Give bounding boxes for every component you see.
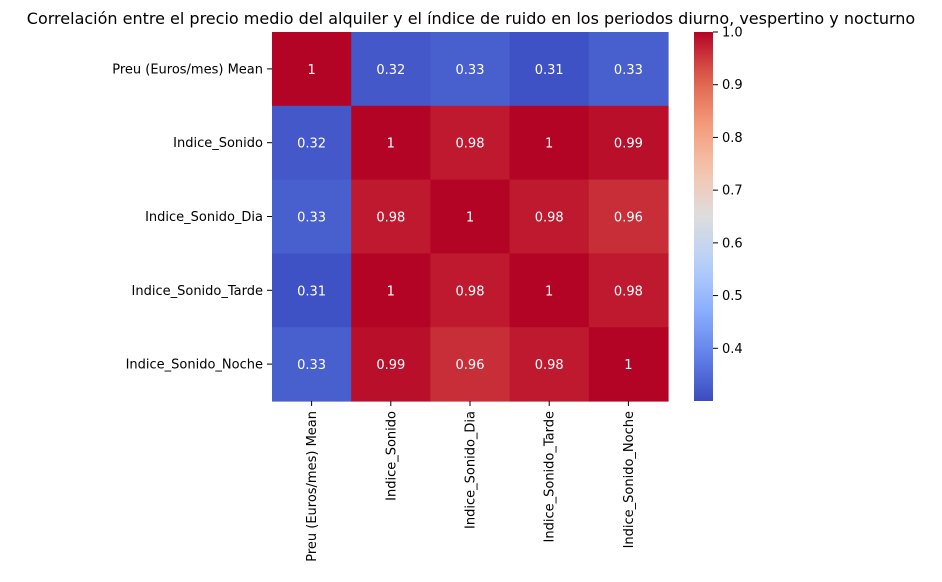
cell-value-label: 0.31 [535, 63, 564, 78]
heatmap-cell [509, 327, 590, 402]
colorbar-tick-label: 0.6 [722, 236, 743, 251]
column-tick-label: Indice_Sonido [384, 411, 399, 501]
heatmap-cell [509, 179, 590, 254]
colorbar-tick-label: 0.9 [722, 78, 743, 93]
row-tick-label: Indice_Sonido_Dia [145, 210, 263, 225]
heatmap-cell [272, 32, 352, 107]
heatmap-cell [588, 179, 669, 254]
colorbar-tick-label: 0.5 [722, 289, 743, 304]
colorbar-tick-label: 0.4 [722, 342, 743, 357]
heatmap-cell-labels: 1 0.32 0.33 0.31 0.33 0.32 1 0.98 1 0.99 0.33 0.98 1… [297, 63, 643, 373]
chart-title: Correlación entre el precio medio del al… [27, 9, 915, 28]
heatmap-cell [430, 32, 511, 107]
cell-value-label: 0.32 [376, 63, 405, 78]
colorbar: 0.4 0.5 0.6 0.7 0.8 0.9 1.0 [694, 26, 743, 401]
column-tick-labels: Preu (Euros/mes) Mean Indice_Sonido Indice… [305, 401, 637, 562]
heatmap-cell [272, 253, 352, 328]
heatmap-cell [588, 105, 669, 181]
cell-value-label: 0.99 [614, 137, 643, 152]
column-tick-label: Indice_Sonido_Tarde [543, 411, 558, 542]
heatmap-cells [272, 32, 669, 402]
heatmap-cell [351, 179, 431, 254]
heatmap-cell [272, 327, 352, 402]
column-tick-label: Indice_Sonido_Dia [464, 411, 479, 529]
cell-value-label: 0.98 [535, 358, 564, 373]
heatmap-cell [351, 105, 431, 181]
cell-value-label: 1 [545, 284, 553, 299]
cell-value-label: 0.98 [614, 284, 643, 299]
cell-value-label: 0.98 [376, 211, 405, 226]
cell-value-label: 0.33 [297, 211, 326, 226]
cell-value-label: 1 [624, 358, 632, 373]
cell-value-label: 1 [387, 284, 395, 299]
heatmap-cell [430, 253, 511, 328]
heatmap-cell [351, 327, 431, 402]
cell-value-label: 1 [466, 211, 474, 226]
cell-value-label: 1 [545, 137, 553, 152]
colorbar-tick-label: 1.0 [722, 26, 743, 41]
cell-value-label: 0.31 [297, 284, 326, 299]
colorbar-gradient [694, 32, 713, 401]
row-tick-label: Indice_Sonido [173, 136, 263, 151]
cell-value-label: 0.99 [376, 358, 405, 373]
heatmap-cell [588, 253, 669, 328]
heatmap-cell [272, 179, 352, 254]
cell-value-label: 1 [387, 137, 395, 152]
row-tick-label: Indice_Sonido_Noche [126, 358, 263, 373]
cell-value-label: 0.96 [614, 211, 643, 226]
cell-value-label: 0.32 [297, 137, 326, 152]
row-tick-labels: Preu (Euros/mes) Mean Indice_Sonido Indice… [112, 62, 272, 373]
heatmap-cell [351, 253, 431, 328]
colorbar-tick-label: 0.8 [722, 131, 743, 146]
cell-value-label: 0.33 [456, 63, 485, 78]
cell-value-label: 0.98 [456, 284, 485, 299]
cell-value-label: 0.98 [456, 137, 485, 152]
column-tick-label: Preu (Euros/mes) Mean [305, 411, 320, 562]
heatmap-cell [430, 327, 511, 402]
heatmap-cell [272, 105, 352, 181]
column-tick-label: Indice_Sonido_Noche [622, 411, 637, 548]
cell-value-label: 1 [307, 63, 315, 78]
heatmap-cell [509, 32, 590, 107]
heatmap-cell [430, 179, 511, 254]
cell-value-label: 0.33 [614, 63, 643, 78]
heatmap-cell [509, 253, 590, 328]
heatmap-cell [430, 105, 511, 181]
heatmap-cell [588, 327, 669, 402]
cell-value-label: 0.96 [456, 358, 485, 373]
heatmap-cell [509, 105, 590, 181]
cell-value-label: 0.98 [535, 211, 564, 226]
colorbar-tick-label: 0.7 [722, 184, 743, 199]
heatmap-cell [351, 32, 431, 107]
cell-value-label: 0.33 [297, 358, 326, 373]
row-tick-label: Preu (Euros/mes) Mean [112, 62, 263, 77]
row-tick-label: Indice_Sonido_Tarde [132, 284, 263, 299]
heatmap-cell [588, 32, 669, 107]
